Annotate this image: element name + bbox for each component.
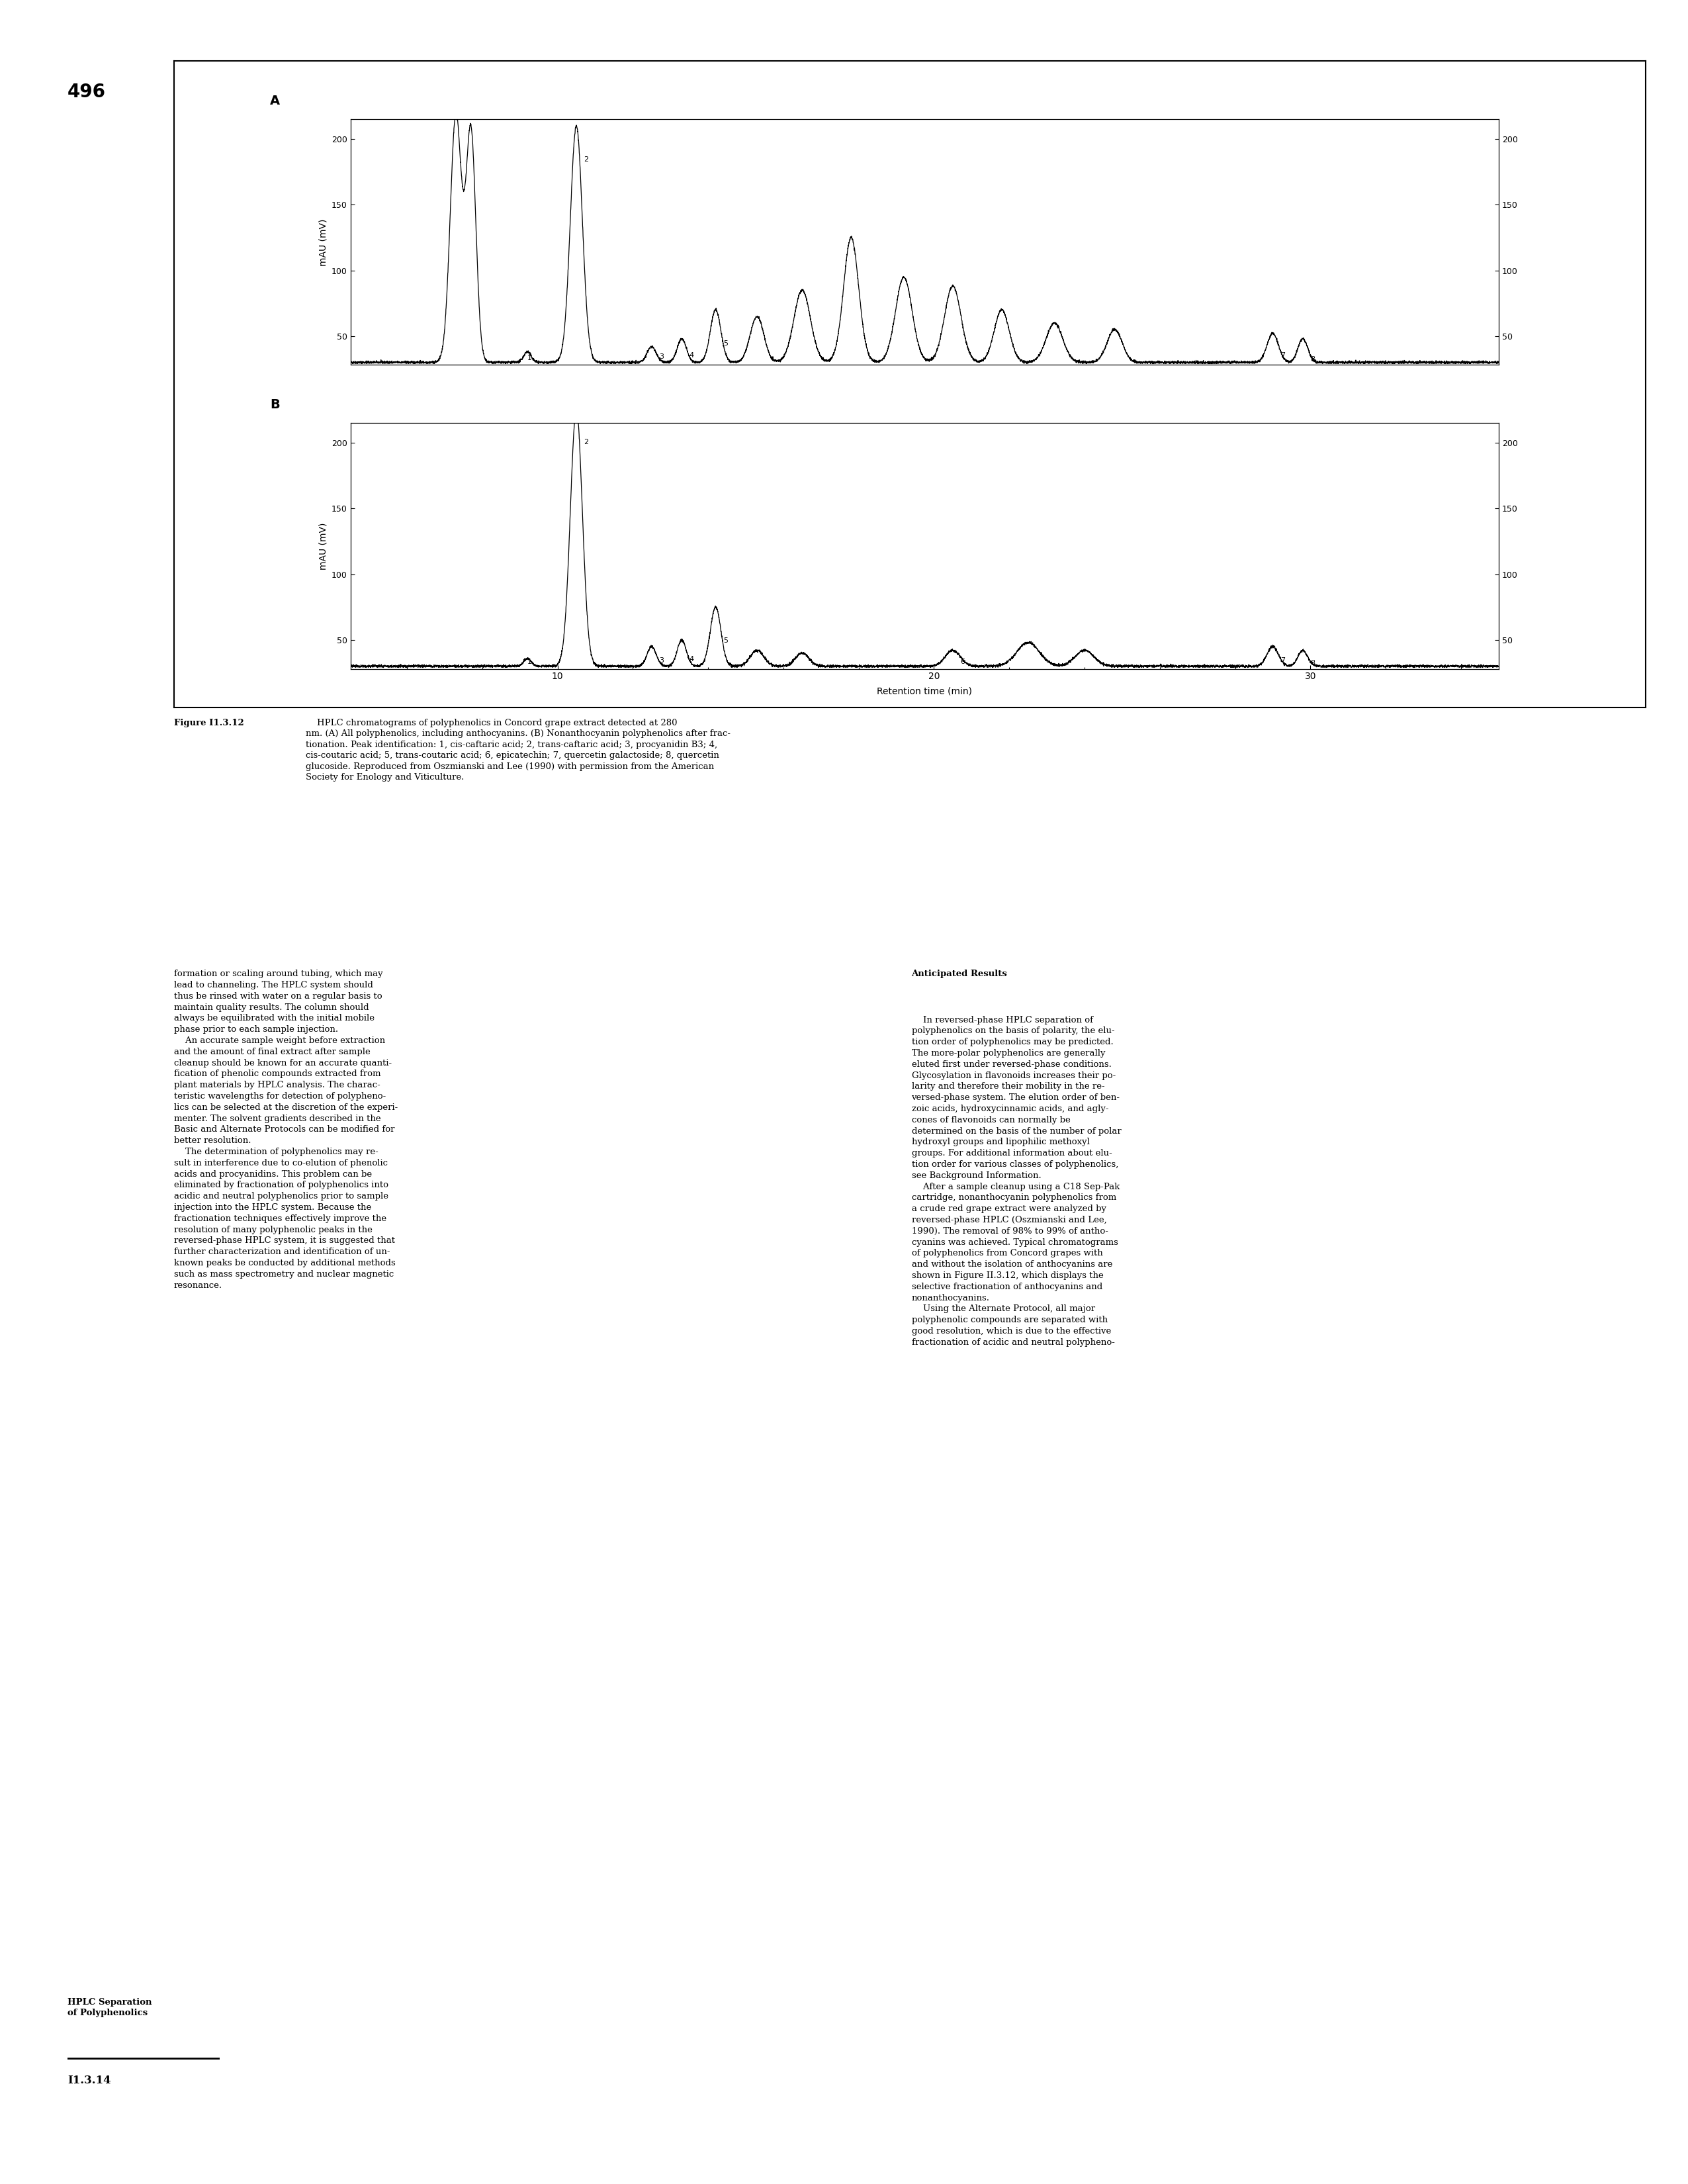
Text: Anticipated Results: Anticipated Results bbox=[912, 970, 1008, 978]
Text: 6: 6 bbox=[960, 657, 966, 664]
Text: 2: 2 bbox=[584, 439, 589, 446]
Text: 3: 3 bbox=[660, 354, 663, 360]
Text: 5: 5 bbox=[722, 638, 728, 644]
Text: formation or scaling around tubing, which may
lead to channeling. The HPLC syste: formation or scaling around tubing, whic… bbox=[174, 970, 398, 1289]
Text: 4: 4 bbox=[689, 655, 694, 662]
Text: 3: 3 bbox=[660, 657, 663, 664]
Text: 4: 4 bbox=[689, 352, 694, 358]
Text: 1: 1 bbox=[527, 657, 532, 664]
Text: B: B bbox=[270, 397, 280, 411]
Text: 7: 7 bbox=[1280, 352, 1285, 358]
Text: 8: 8 bbox=[1310, 660, 1315, 666]
Text: 7: 7 bbox=[1280, 657, 1285, 664]
Text: HPLC Separation
of Polyphenolics: HPLC Separation of Polyphenolics bbox=[68, 1998, 152, 2018]
Text: 496: 496 bbox=[68, 83, 106, 100]
Text: I1.3.14: I1.3.14 bbox=[68, 2075, 111, 2086]
Text: A: A bbox=[270, 94, 280, 107]
Text: 2: 2 bbox=[584, 155, 589, 162]
X-axis label: Retention time (min): Retention time (min) bbox=[876, 686, 972, 697]
Text: 5: 5 bbox=[722, 341, 728, 347]
Y-axis label: mAU (mV): mAU (mV) bbox=[319, 218, 327, 266]
Y-axis label: mAU (mV): mAU (mV) bbox=[319, 522, 327, 570]
Text: HPLC chromatograms of polyphenolics in Concord grape extract detected at 280
nm.: HPLC chromatograms of polyphenolics in C… bbox=[306, 719, 731, 782]
Text: In reversed-phase HPLC separation of
polyphenolics on the basis of polarity, the: In reversed-phase HPLC separation of pol… bbox=[912, 1016, 1121, 1348]
Text: 1: 1 bbox=[527, 354, 532, 360]
Text: 8: 8 bbox=[1310, 356, 1315, 363]
Text: Figure I1.3.12: Figure I1.3.12 bbox=[174, 719, 257, 727]
